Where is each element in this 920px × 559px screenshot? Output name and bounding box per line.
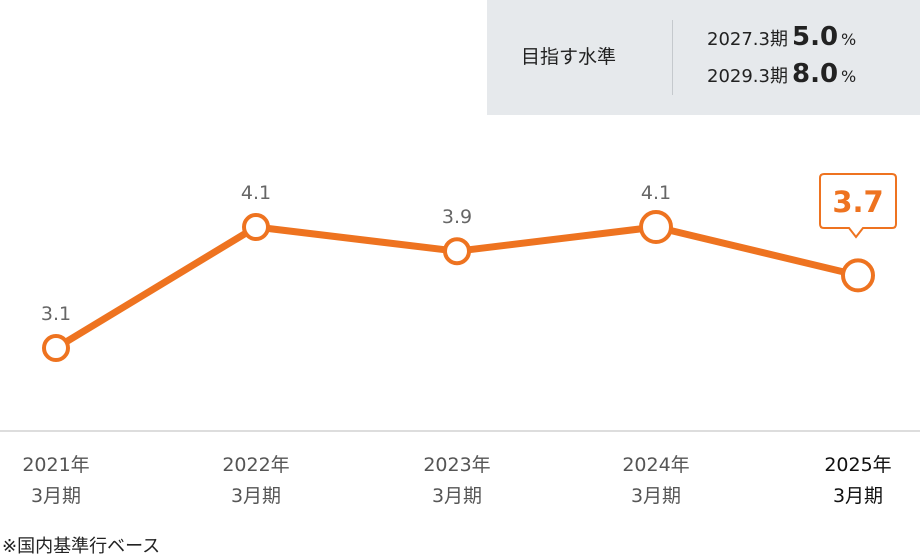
x-tick-year: 2024年 bbox=[622, 454, 690, 476]
data-point bbox=[242, 213, 270, 241]
x-tick-year: 2025年 bbox=[824, 454, 892, 476]
target-row-2027: 2027.3期 5.0% bbox=[707, 22, 856, 52]
data-point bbox=[841, 258, 875, 293]
target-level-label: 目指す水準 bbox=[521, 46, 617, 68]
target-period: 2029.3期 bbox=[707, 66, 788, 87]
x-tick-label: 2023年 3月期 bbox=[397, 450, 517, 512]
x-tick-period: 3月期 bbox=[30, 485, 82, 507]
target-level-box: 目指す水準 2027.3期 5.0% 2029.3期 8.0% bbox=[487, 0, 920, 115]
x-tick-year: 2023年 bbox=[423, 454, 491, 476]
target-unit: % bbox=[841, 30, 857, 49]
data-label: 3.1 bbox=[41, 303, 71, 325]
line-chart: 3.1 4.1 3.9 4.1 3.7 bbox=[0, 173, 920, 432]
target-unit: % bbox=[841, 67, 857, 86]
x-tick-period: 3月期 bbox=[630, 485, 682, 507]
data-point bbox=[639, 210, 673, 244]
data-label: 4.1 bbox=[241, 182, 271, 204]
x-tick-label: 2022年 3月期 bbox=[196, 450, 316, 512]
target-row-2029: 2029.3期 8.0% bbox=[707, 59, 856, 89]
data-label: 3.9 bbox=[442, 206, 472, 228]
x-tick-year: 2021年 bbox=[22, 454, 90, 476]
data-point bbox=[443, 237, 471, 266]
target-divider bbox=[672, 20, 673, 95]
x-tick-year: 2022年 bbox=[222, 454, 290, 476]
data-label: 4.1 bbox=[641, 182, 671, 204]
x-tick-label: 2025年 3月期 bbox=[798, 450, 918, 512]
target-value: 5.0 bbox=[791, 22, 839, 52]
target-period: 2027.3期 bbox=[707, 29, 788, 50]
x-tick-period: 3月期 bbox=[431, 485, 483, 507]
x-tick-label: 2024年 3月期 bbox=[596, 450, 716, 512]
x-tick-period: 3月期 bbox=[832, 485, 884, 507]
target-value: 8.0 bbox=[791, 59, 839, 89]
data-label: 3.7 bbox=[832, 185, 883, 219]
highlight-callout bbox=[819, 173, 897, 239]
x-tick-label: 2021年 3月期 bbox=[0, 450, 116, 512]
x-tick-period: 3月期 bbox=[230, 485, 282, 507]
data-point bbox=[42, 334, 70, 362]
footnote: ※国内基準行ベース bbox=[2, 536, 161, 557]
